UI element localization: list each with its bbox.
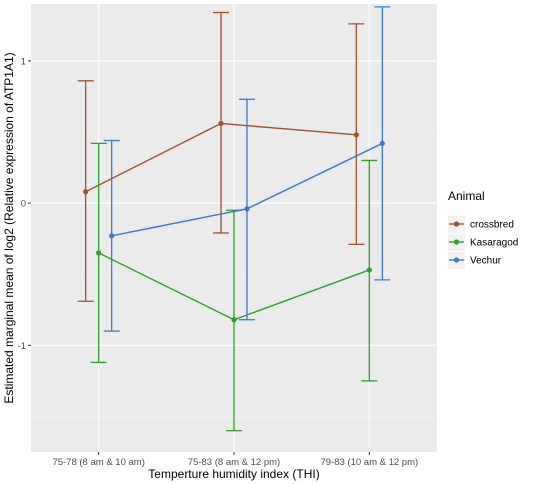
legend-key-point bbox=[453, 221, 460, 227]
legend-title: Animal bbox=[448, 189, 485, 203]
legend: Animal crossbred Kasaragod Vechur bbox=[448, 189, 518, 269]
data-point bbox=[231, 317, 237, 323]
x-tick-label: 75-78 (8 am & 10 am) bbox=[52, 457, 144, 468]
series-vechur bbox=[103, 6, 391, 332]
y-tick-label: -1 bbox=[18, 341, 26, 352]
legend-label: Kasaragod bbox=[470, 238, 518, 249]
legend-item-vechur: Vechur bbox=[448, 252, 502, 269]
axis-layer: -1 0 1 75-78 (8 am & 10 am) 75-83 (8 am & 12… bbox=[18, 56, 419, 468]
legend-item-kasaragod: Kasaragod bbox=[448, 234, 518, 251]
y-tick-label: 0 bbox=[21, 199, 26, 210]
y-axis-title: Estimated marginal mean of log2 (Relativ… bbox=[2, 52, 16, 403]
data-point bbox=[353, 132, 359, 138]
data-point bbox=[83, 189, 89, 195]
legend-key-point bbox=[453, 239, 460, 245]
x-tick-label: 79-83 (10 am & 12 pm) bbox=[320, 457, 418, 468]
legend-key-point bbox=[453, 257, 460, 263]
x-axis-title: Temperture humidity index (THI) bbox=[148, 467, 319, 481]
series-layer bbox=[77, 6, 391, 432]
data-point bbox=[244, 206, 250, 212]
data-point bbox=[96, 250, 102, 256]
data-point bbox=[379, 140, 385, 146]
legend-item-crossbred: crossbred bbox=[448, 216, 514, 233]
series-kasaragod bbox=[90, 142, 378, 432]
legend-label: Vechur bbox=[470, 256, 502, 267]
series-crossbred bbox=[77, 11, 365, 302]
x-tick-label: 75-83 (8 am & 12 pm) bbox=[188, 457, 280, 468]
data-point bbox=[366, 267, 372, 273]
data-point bbox=[218, 120, 224, 127]
data-point bbox=[109, 233, 115, 239]
y-tick-label: 1 bbox=[21, 56, 26, 67]
legend-label: crossbred bbox=[470, 220, 514, 231]
